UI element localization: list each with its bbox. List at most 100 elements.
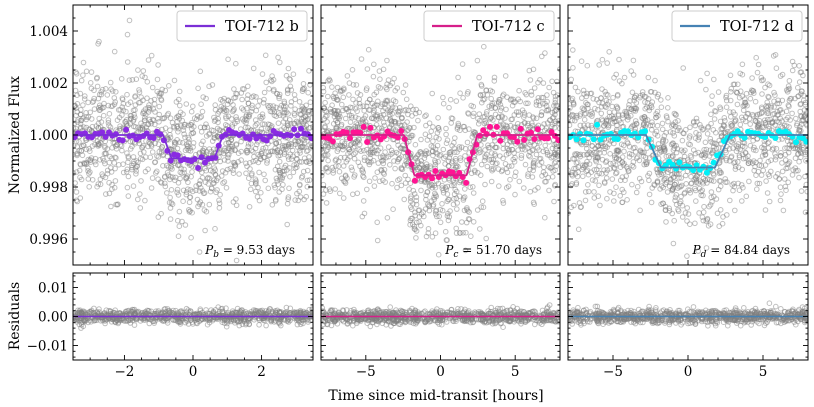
raw-flux-point xyxy=(428,143,435,149)
raw-flux-point xyxy=(93,123,100,129)
residual-point xyxy=(215,304,221,310)
raw-flux-point xyxy=(172,174,179,181)
raw-flux-point xyxy=(114,202,121,208)
raw-flux-point xyxy=(231,160,238,166)
residual-point xyxy=(480,312,487,319)
raw-flux-point xyxy=(143,138,149,144)
raw-flux-point xyxy=(140,142,147,149)
raw-flux-point xyxy=(344,73,351,79)
raw-flux-point xyxy=(345,145,352,151)
raw-flux-point xyxy=(366,96,373,103)
raw-flux-point xyxy=(377,76,383,82)
raw-flux-point xyxy=(443,125,449,132)
residual-point xyxy=(490,315,496,321)
raw-flux-point xyxy=(146,116,153,123)
raw-flux-point xyxy=(206,83,212,90)
binned-flux-point xyxy=(545,135,551,142)
raw-flux-point xyxy=(527,77,534,83)
residual-point xyxy=(183,305,190,312)
raw-flux-point xyxy=(403,96,410,103)
raw-flux-point xyxy=(148,98,154,104)
residual-point xyxy=(91,318,97,324)
raw-flux-point xyxy=(396,176,403,182)
raw-flux-point xyxy=(216,197,222,204)
raw-flux-point xyxy=(259,121,266,127)
raw-flux-point xyxy=(294,164,300,170)
raw-flux-point xyxy=(156,119,162,125)
raw-flux-point xyxy=(321,116,328,122)
raw-flux-point xyxy=(267,103,274,109)
raw-flux-point xyxy=(321,191,327,197)
raw-flux-point xyxy=(81,142,87,149)
raw-flux-point xyxy=(303,193,310,200)
raw-flux-point xyxy=(491,74,498,81)
raw-flux-point xyxy=(414,158,421,164)
residual-point xyxy=(507,318,513,324)
legend-label: TOI-712 c xyxy=(472,19,545,35)
raw-flux-point xyxy=(462,153,468,159)
raw-flux-point xyxy=(459,61,466,67)
raw-flux-point xyxy=(169,201,176,207)
raw-flux-point xyxy=(305,147,311,154)
raw-flux-point xyxy=(77,161,83,167)
raw-flux-point xyxy=(264,157,271,164)
binned-flux-point xyxy=(343,129,350,136)
raw-flux-point xyxy=(504,141,511,148)
raw-flux-point xyxy=(284,86,291,93)
raw-flux-point xyxy=(496,183,502,189)
raw-flux-point xyxy=(102,86,109,92)
raw-flux-point xyxy=(460,95,466,101)
raw-flux-point xyxy=(407,217,414,224)
raw-flux-point xyxy=(162,125,169,131)
raw-flux-point xyxy=(185,186,191,192)
raw-flux-point xyxy=(287,173,293,180)
raw-flux-point xyxy=(463,229,469,236)
raw-flux-points xyxy=(73,17,313,264)
raw-flux-point xyxy=(435,115,441,121)
raw-flux-point xyxy=(190,188,196,195)
raw-flux-point xyxy=(109,155,115,162)
raw-flux-point xyxy=(279,186,285,193)
transit-model-line xyxy=(73,134,313,160)
residual-point xyxy=(545,304,551,310)
residual-point xyxy=(140,317,147,323)
raw-flux-point xyxy=(489,167,495,174)
raw-flux-point xyxy=(366,178,373,185)
binned-flux-point xyxy=(367,124,374,131)
raw-flux-point xyxy=(300,86,306,92)
raw-flux-point xyxy=(423,122,429,129)
raw-flux-point xyxy=(499,114,505,120)
raw-flux-point xyxy=(516,87,522,94)
raw-flux-point xyxy=(261,171,267,178)
raw-flux-point xyxy=(262,177,269,184)
raw-flux-point xyxy=(500,200,507,206)
raw-flux-point xyxy=(73,169,80,175)
raw-flux-point xyxy=(533,99,540,105)
raw-flux-point xyxy=(252,188,259,195)
raw-flux-point xyxy=(243,170,249,177)
raw-flux-point xyxy=(537,155,544,162)
raw-flux-point xyxy=(235,150,242,156)
raw-flux-point xyxy=(364,66,371,72)
raw-flux-point xyxy=(531,85,538,91)
raw-flux-point xyxy=(81,160,87,166)
residual-point xyxy=(540,315,546,321)
raw-flux-point xyxy=(345,150,351,157)
raw-flux-point xyxy=(599,86,605,92)
raw-flux-point xyxy=(181,166,187,173)
raw-flux-point xyxy=(226,139,232,146)
raw-flux-point xyxy=(229,148,235,154)
raw-flux-point xyxy=(452,155,459,162)
raw-flux-point xyxy=(323,200,330,206)
raw-flux-point xyxy=(500,155,506,162)
raw-flux-point xyxy=(455,163,461,170)
raw-flux-points xyxy=(321,43,560,258)
residual-point xyxy=(88,310,95,316)
raw-flux-point xyxy=(382,149,388,155)
residual-point xyxy=(388,323,394,329)
raw-flux-point xyxy=(455,120,462,127)
residual-point xyxy=(220,312,227,319)
raw-flux-point xyxy=(279,143,286,149)
raw-flux-point xyxy=(112,154,118,161)
raw-flux-point xyxy=(200,94,206,100)
